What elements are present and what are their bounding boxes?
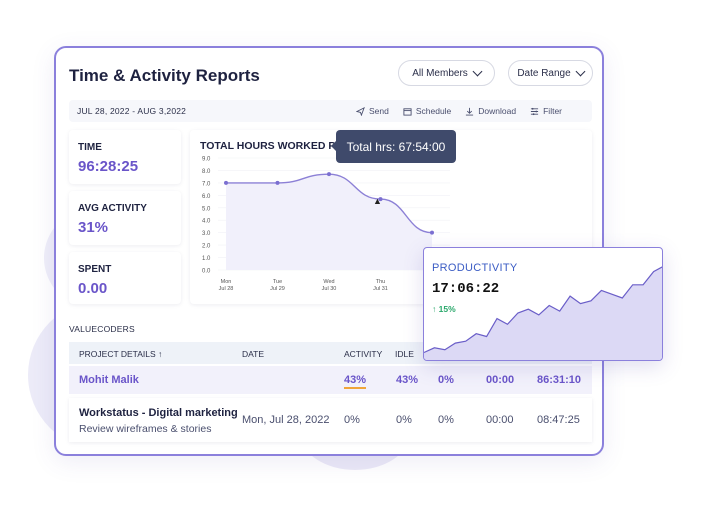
- line-area-fill: [226, 174, 432, 270]
- x-tick-label: Jul 29: [270, 286, 285, 292]
- activity-stat-card: AVG ACTIVITY 31%: [69, 191, 181, 245]
- schedule-button[interactable]: Schedule: [403, 106, 451, 116]
- task-name: Review wireframes & stories: [79, 423, 212, 435]
- x-tick-day: Tue: [273, 279, 282, 285]
- y-tick-label: 1.0: [202, 256, 211, 262]
- table-row-summary[interactable]: Mohit Malik 43% 43% 0% 00:00 86:31:10: [69, 366, 592, 394]
- productivity-card: PRODUCTIVITY 17:06:22 ↑ 15%: [423, 247, 663, 361]
- download-icon: [466, 107, 474, 116]
- date-range-dropdown-label: Date Range: [517, 67, 571, 79]
- table-row[interactable]: Workstatus - Digital marketing Review wi…: [69, 398, 592, 442]
- chart-title: TOTAL HOURS WORKED PER DAY: [200, 140, 375, 152]
- project-name: Workstatus - Digital marketing: [79, 407, 238, 419]
- page-title: Time & Activity Reports: [69, 66, 260, 85]
- x-tick-day: Wed: [323, 279, 334, 285]
- y-tick-label: 6.0: [202, 194, 211, 200]
- productivity-line: [424, 266, 662, 354]
- date-range-dropdown[interactable]: Date Range: [508, 60, 593, 86]
- x-tick-day: Mon: [221, 279, 232, 285]
- y-tick-label: 9.0: [202, 157, 211, 163]
- data-point: [275, 180, 280, 185]
- time-stat-label: TIME: [78, 142, 102, 153]
- spent-stat-card: SPENT 0.00: [69, 252, 181, 304]
- row-date: Mon, Jul 28, 2022: [242, 414, 330, 426]
- schedule-label: Schedule: [415, 106, 452, 116]
- chart-tooltip: Total hrs: 67:54:00: [331, 130, 456, 163]
- column-date[interactable]: DATE: [242, 349, 265, 359]
- row-extra-time: 00:00: [486, 414, 514, 426]
- spent-stat-label: SPENT: [78, 264, 112, 275]
- extra-percent-value: 0%: [438, 374, 454, 386]
- y-tick-label: 0.0: [202, 269, 211, 275]
- productivity-area-fill: [424, 267, 662, 360]
- send-icon: [355, 106, 365, 116]
- extra-time-value: 00:00: [486, 374, 515, 386]
- mouse-cursor-icon: ▲: [373, 196, 382, 206]
- idle-value: 43%: [396, 374, 419, 386]
- filter-icon: [531, 107, 539, 115]
- data-point: [224, 180, 228, 185]
- row-total-time: 08:47:25: [537, 414, 580, 426]
- calendar-icon: [403, 107, 412, 116]
- column-project-details[interactable]: PROJECT DETAILS ↑: [79, 349, 163, 359]
- productivity-area-chart: [424, 266, 662, 360]
- data-point: [430, 230, 434, 235]
- column-activity[interactable]: ACTIVITY: [344, 349, 383, 359]
- row-activity: 0%: [344, 414, 360, 426]
- activity-stat-label: AVG ACTIVITY: [78, 203, 147, 214]
- date-range-text: JUL 28, 2022 - AUG 3,2022: [77, 106, 187, 116]
- time-stat-value: 96:28:25: [78, 158, 139, 175]
- time-stat-card: TIME 96:28:25: [69, 130, 181, 184]
- row-extra-percent: 0%: [438, 414, 454, 426]
- download-button[interactable]: Download: [465, 106, 516, 116]
- y-tick-label: 7.0: [202, 181, 211, 187]
- filter-label: Filter: [543, 106, 562, 116]
- data-point: [327, 172, 331, 177]
- y-tick-label: 5.0: [202, 206, 211, 212]
- y-tick-label: 3.0: [202, 231, 211, 237]
- productivity-time: 17:06:22: [432, 281, 500, 297]
- data-point: [378, 197, 383, 202]
- activity-stat-value: 31%: [78, 219, 109, 236]
- members-dropdown-label: All Members: [412, 67, 468, 79]
- spent-stat-value: 0.00: [78, 280, 108, 297]
- report-toolbar: JUL 28, 2022 - AUG 3,2022 Send Schedule …: [69, 100, 592, 122]
- tooltip-text: Total hrs: 67:54:00: [346, 139, 446, 154]
- y-tick-label: 8.0: [202, 169, 211, 175]
- column-idle[interactable]: IDLE: [395, 349, 414, 359]
- productivity-title: PRODUCTIVITY: [432, 262, 518, 274]
- download-label: Download: [478, 106, 517, 116]
- chevron-down-icon: [575, 66, 586, 77]
- x-tick-day: Thu: [376, 279, 385, 285]
- filter-button[interactable]: Filter: [530, 106, 562, 116]
- productivity-change: ↑ 15%: [432, 304, 456, 314]
- y-tick-label: 2.0: [202, 244, 211, 250]
- total-time-value: 86:31:10: [537, 374, 582, 386]
- members-dropdown[interactable]: All Members: [398, 60, 495, 86]
- team-name: VALUECODERS: [69, 324, 135, 334]
- series-line: [226, 173, 433, 234]
- x-tick-label: Jul 31: [373, 286, 388, 292]
- send-button[interactable]: Send: [355, 106, 389, 116]
- chevron-down-icon: [472, 66, 483, 77]
- x-tick-label: Jul 28: [219, 286, 234, 292]
- x-tick-label: Jul 30: [322, 286, 337, 292]
- member-name[interactable]: Mohit Malik: [79, 374, 139, 386]
- activity-value: 43%: [344, 374, 367, 389]
- y-tick-label: 4.0: [202, 219, 211, 225]
- row-idle: 0%: [396, 414, 412, 426]
- send-label: Send: [368, 106, 389, 116]
